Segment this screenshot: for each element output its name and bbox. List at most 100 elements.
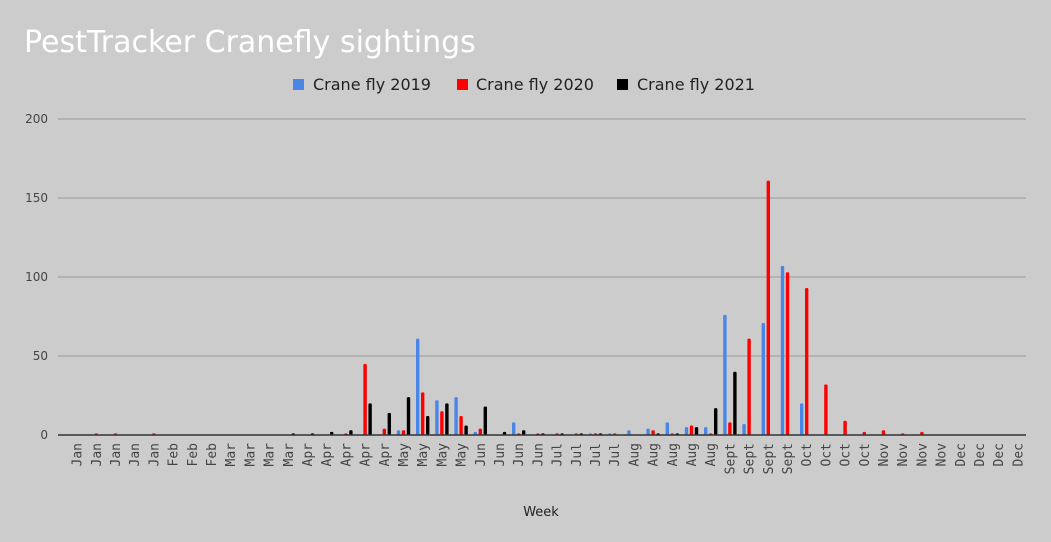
legend-label-2021: Crane fly 2021 [637,75,755,94]
bar-crane-fly-2020 [689,425,694,435]
bar-crane-fly-2019 [704,427,708,435]
y-tick-label: 50 [33,349,48,363]
x-tick-label: Apr [359,443,374,467]
x-tick-label: Aug [666,443,681,466]
x-tick-label: Oct [858,443,873,466]
x-tick-label: Feb [167,443,182,467]
bar-crane-fly-2020 [805,288,809,435]
legend-swatch-2019 [293,79,304,90]
x-tick-label: Sept [762,443,777,474]
x-tick-label: Dec [954,443,969,466]
x-tick-label: Nov [877,443,892,467]
y-tick-label: 200 [25,112,48,126]
legend-swatch-2020 [457,79,468,90]
bar-crane-fly-2021 [387,412,391,435]
bar-crane-fly-2020 [843,420,847,435]
bar-crane-fly-2021 [330,431,334,435]
x-tick-label: Jun [493,443,508,466]
x-tick-label: Aug [704,443,719,466]
x-tick-label: Nov [915,443,930,467]
bar-crane-fly-2021 [714,408,718,435]
legend-label-2019: Crane fly 2019 [313,75,431,94]
bars [94,180,924,435]
x-tick-label: Apr [320,443,335,467]
bar-crane-fly-2019 [416,338,420,435]
bar-crane-fly-2021 [445,403,449,435]
bar-crane-fly-2020 [766,180,770,435]
bar-crane-fly-2021 [406,397,411,435]
bar-crane-fly-2019 [435,400,439,435]
bar-crane-fly-2020 [478,428,482,435]
x-tick-label: Jan [109,443,124,466]
bar-crane-fly-2021 [733,371,737,435]
x-tick-label: May [416,443,431,467]
x-tick-label: Jun [474,443,489,466]
y-tick-label: 150 [25,191,48,205]
bar-crane-fly-2020 [747,338,751,435]
bar-crane-fly-2020 [401,430,406,435]
bar-crane-fly-2019 [780,265,785,435]
x-tick-label: Jul [551,443,566,466]
x-tick-label: Aug [627,443,642,466]
x-tick-label: Dec [992,443,1007,466]
x-tick-label: Jul [589,443,604,466]
bar-crane-fly-2019 [646,428,650,435]
bar-crane-fly-2020 [881,430,886,435]
x-tick-label: Apr [301,443,316,467]
bar-crane-fly-2021 [522,430,526,435]
bar-crane-fly-2020 [459,416,463,435]
bar-crane-fly-2021 [349,430,353,435]
bar-crane-fly-2021 [368,403,372,435]
y-axis-ticks: 0 50 100 150 200 [25,112,48,442]
x-tick-label: Jul [608,443,623,466]
bar-crane-fly-2021 [483,406,487,435]
x-tick-label: Feb [205,443,220,467]
bar-crane-fly-2019 [684,427,689,435]
bar-crane-fly-2021 [502,431,507,435]
bar-crane-fly-2020 [824,384,828,435]
bar-crane-fly-2020 [920,431,924,435]
x-tick-label: Mar [282,443,297,467]
legend: Crane fly 2019 Crane fly 2020 Crane fly … [293,75,755,94]
bar-crane-fly-2019 [512,422,516,435]
bar-crane-fly-2020 [363,363,367,435]
legend-swatch-2021 [617,79,628,90]
x-tick-label: Jan [128,443,143,466]
bar-crane-fly-2020 [382,428,386,435]
bar-crane-fly-2019 [742,423,746,435]
legend-label-2020: Crane fly 2020 [476,75,594,94]
bar-crane-fly-2019 [627,430,631,435]
bar-crane-fly-2021 [464,425,468,435]
x-tick-label: May [435,443,450,467]
x-tick-label: Jun [531,443,546,466]
x-tick-label: May [397,443,412,467]
bar-crane-fly-2019 [473,431,477,435]
x-tick-label: May [455,443,470,467]
x-tick-label: Jan [90,443,105,466]
x-tick-label: Sept [743,443,758,474]
x-tick-label: Dec [973,443,988,466]
x-tick-label: Jan [147,443,162,466]
bar-crane-fly-2020 [785,272,790,435]
x-tick-label: Feb [186,443,201,467]
x-axis-label: Week [523,505,559,520]
x-tick-label: Jan [71,443,86,466]
x-tick-label: Aug [647,443,662,466]
bar-crane-fly-2021 [426,416,430,435]
bar-crane-fly-2020 [862,431,866,435]
x-tick-label: Mar [263,443,278,467]
x-tick-label: Sept [723,443,738,474]
bar-crane-fly-2019 [723,314,727,435]
x-tick-label: Mar [224,443,239,467]
grid-layer [58,118,1026,357]
y-tick-label: 100 [25,270,48,284]
x-tick-label: Aug [685,443,700,466]
x-tick-label: Dec [1011,443,1026,466]
bar-crane-fly-2019 [396,430,401,435]
bar-crane-fly-2021 [694,427,699,435]
x-tick-label: Mar [243,443,258,467]
x-tick-label: Oct [819,443,834,466]
x-tick-label: Oct [839,443,854,466]
